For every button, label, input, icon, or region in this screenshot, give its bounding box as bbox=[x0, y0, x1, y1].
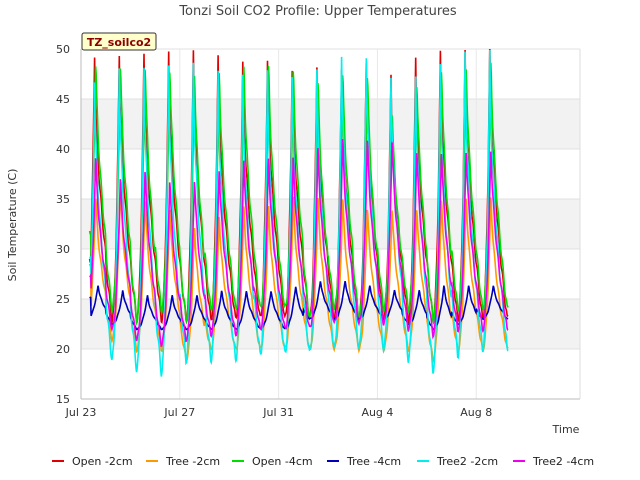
series-line-tree2-4cm bbox=[89, 138, 509, 347]
legend-label: Tree -4cm bbox=[346, 455, 401, 468]
axes bbox=[80, 49, 581, 400]
grid-lines bbox=[80, 48, 580, 400]
chart-title: Tonzi Soil CO2 Profile: Upper Temperatur… bbox=[178, 4, 457, 19]
y-tick-label: 35 bbox=[56, 193, 70, 206]
x-tick-label: Jul 31 bbox=[262, 406, 294, 419]
x-tick-label: Aug 4 bbox=[361, 406, 393, 419]
plot-band bbox=[81, 349, 580, 399]
badge: TZ_soilco2 bbox=[81, 32, 157, 51]
legend-label: Tree2 -2cm bbox=[436, 455, 498, 468]
y-tick-label: 20 bbox=[56, 343, 70, 356]
badge-box bbox=[81, 32, 157, 51]
x-tick-label: Jul 27 bbox=[163, 406, 195, 419]
y-tick-label: 15 bbox=[56, 393, 70, 406]
legend-label: Open -4cm bbox=[252, 455, 313, 468]
plot-band bbox=[81, 199, 580, 249]
legend-label: Tree -2cm bbox=[165, 455, 220, 468]
y-tick-label: 30 bbox=[56, 243, 70, 256]
plot-band bbox=[81, 149, 580, 199]
legend-label: Open -2cm bbox=[72, 455, 133, 468]
legend: Open -2cm Tree -2cm Open -4cm Tree -4cm Tree… bbox=[52, 455, 594, 468]
y-axis-label: Soil Temperature (C) bbox=[6, 169, 19, 282]
plot-band bbox=[81, 99, 580, 149]
badge-label: TZ_soilco2 bbox=[87, 36, 151, 49]
y-tick-label: 25 bbox=[56, 293, 70, 306]
legend-label: Tree2 -4cm bbox=[532, 455, 594, 468]
plot-band bbox=[81, 49, 580, 99]
x-axis-label: Time bbox=[552, 423, 580, 436]
series-lines bbox=[88, 49, 509, 377]
y-tick-label: 50 bbox=[56, 43, 70, 56]
plot-background bbox=[81, 49, 580, 399]
y-tick-label: 40 bbox=[56, 143, 70, 156]
x-tick-label: Aug 8 bbox=[460, 406, 492, 419]
x-tick-label: Jul 23 bbox=[65, 406, 97, 419]
y-tick-label: 45 bbox=[56, 93, 70, 106]
tick-labels: 15 20 25 30 35 40 45 50 Jul 23 Jul 27 Jul 31 Aug 4 A… bbox=[56, 43, 492, 419]
